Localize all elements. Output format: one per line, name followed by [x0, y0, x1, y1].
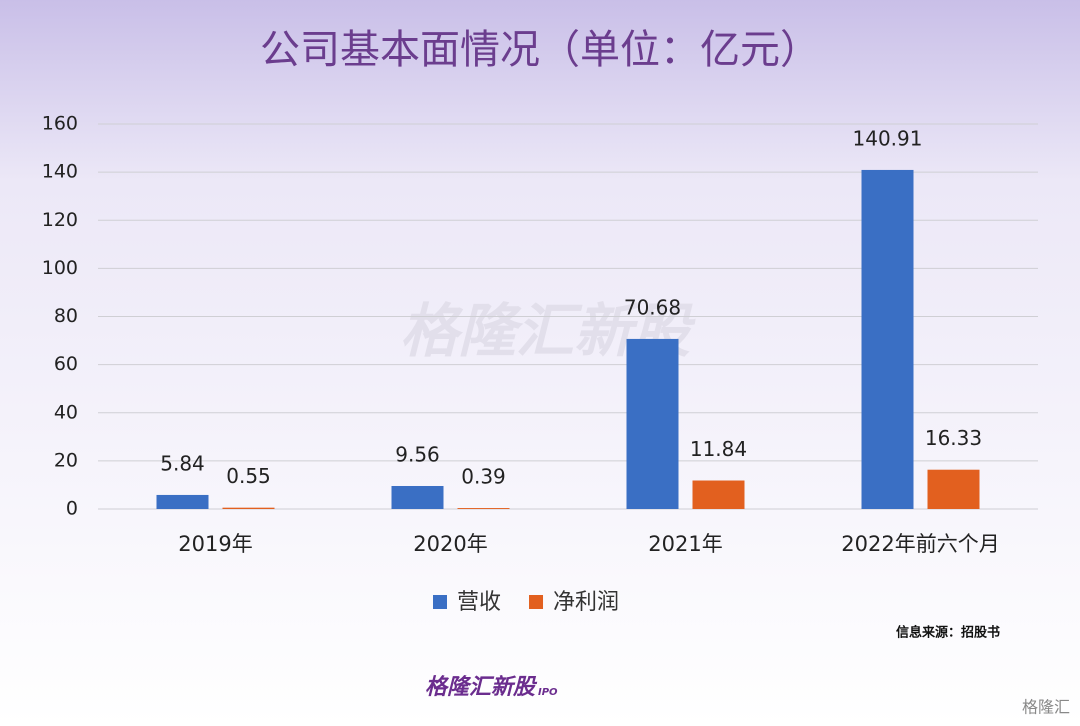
- y-tick-label: 80: [54, 305, 78, 327]
- source-note: 信息来源：招股书: [896, 625, 1000, 641]
- y-tick-label: 20: [54, 449, 78, 471]
- y-tick-label: 0: [66, 498, 78, 520]
- legend-swatch: [433, 595, 447, 609]
- chart-title: 公司基本面情况（单位：亿元）: [260, 27, 820, 73]
- data-label: 5.84: [160, 451, 205, 475]
- y-tick-label: 100: [42, 257, 78, 279]
- legend-swatch: [529, 595, 544, 609]
- bar: [692, 480, 745, 509]
- footer-logo-sub: IPO: [538, 687, 558, 698]
- data-label: 16.33: [925, 426, 982, 450]
- data-label: 9.56: [395, 442, 440, 466]
- data-label: 11.84: [690, 437, 747, 461]
- bar: [156, 494, 209, 509]
- data-label: 0.39: [461, 465, 506, 489]
- y-tick-label: 160: [42, 113, 78, 135]
- y-tick-label: 60: [54, 353, 78, 375]
- bar: [222, 507, 275, 509]
- bar: [626, 338, 679, 509]
- y-tick-label: 140: [42, 161, 78, 183]
- legend-label: 净利润: [553, 590, 619, 615]
- bar: [861, 169, 914, 510]
- x-tick-label: 2022年前六个月: [841, 532, 999, 556]
- bar: [457, 508, 510, 509]
- y-tick-label: 40: [54, 401, 78, 423]
- data-label: 140.91: [853, 126, 923, 150]
- bar: [391, 485, 444, 509]
- x-tick-label: 2019年: [178, 532, 252, 556]
- x-tick-label: 2021年: [648, 532, 722, 556]
- y-tick-label: 120: [42, 209, 78, 231]
- footer-logo: 格隆汇新股: [425, 674, 538, 700]
- data-label: 70.68: [624, 295, 681, 319]
- x-tick-label: 2020年: [413, 532, 487, 556]
- legend-label: 营收: [457, 590, 501, 615]
- bar: [927, 469, 980, 509]
- corner-brand: 格隆汇: [1022, 698, 1070, 717]
- data-label: 0.55: [226, 464, 271, 488]
